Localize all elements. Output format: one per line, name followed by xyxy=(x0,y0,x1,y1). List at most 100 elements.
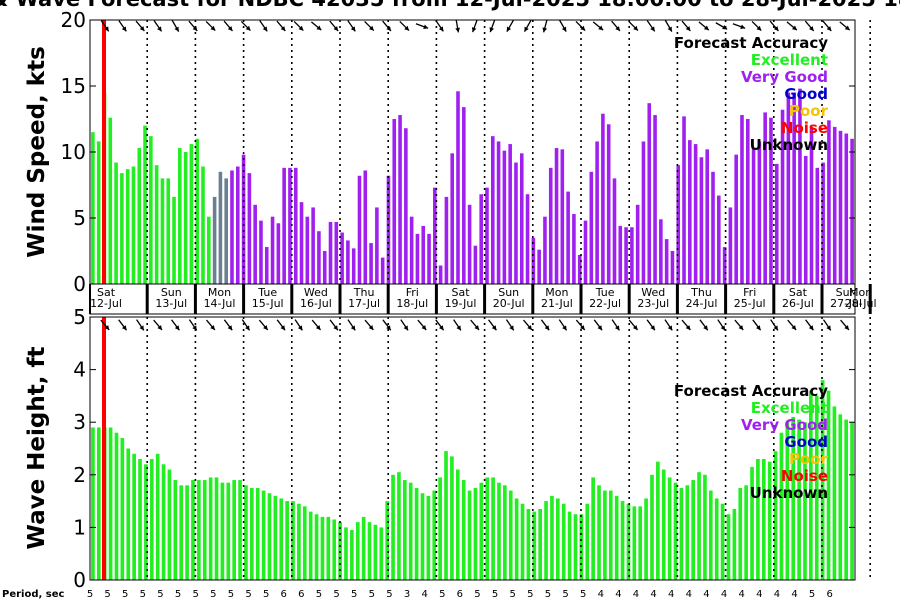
wave-height-panel: 0 1 2 3 4 5 Wave Height, ft xyxy=(24,305,872,592)
y-tick-label: 10 xyxy=(61,140,86,164)
wind-bar xyxy=(380,257,385,284)
wave-bar xyxy=(120,437,125,580)
wave-bar xyxy=(232,480,236,580)
wave-direction-arrow xyxy=(611,319,620,331)
wave-bar xyxy=(485,477,490,580)
day-strip-frame xyxy=(89,283,856,315)
wind-bar xyxy=(792,92,796,284)
wave-bar xyxy=(685,485,690,580)
wave-bar xyxy=(756,459,760,580)
wind-direction-arrow xyxy=(732,23,746,29)
wave-bar xyxy=(779,432,784,580)
wave-bar xyxy=(426,495,431,580)
wave-direction-arrow xyxy=(523,319,533,331)
wave-bar xyxy=(826,390,831,580)
wave-direction-arrow xyxy=(453,319,462,331)
wave-bar xyxy=(97,427,101,580)
wind-bar xyxy=(96,141,101,284)
wave-bar xyxy=(108,427,113,580)
wind-direction-arrow xyxy=(223,20,233,32)
wave-bar xyxy=(773,451,778,580)
wave-bar xyxy=(714,498,719,580)
wind-bar xyxy=(334,221,339,284)
wave-bar xyxy=(491,477,495,580)
wave-bar xyxy=(244,485,248,580)
wind-bar xyxy=(612,178,617,284)
wind-bar xyxy=(508,144,512,284)
wind-direction-arrow xyxy=(839,21,851,31)
wave-direction-arrow xyxy=(136,319,145,331)
wave-bar xyxy=(673,482,678,580)
wave-direction-arrow xyxy=(435,319,445,331)
wind-bar xyxy=(595,141,599,284)
wave-bar xyxy=(285,501,289,580)
wave-direction-arrow xyxy=(329,319,339,331)
wind-bar xyxy=(346,240,350,284)
period-value: 5 xyxy=(527,589,533,600)
wave-direction-arrow xyxy=(311,319,322,331)
wave-bar xyxy=(614,495,619,580)
wave-direction-arrow xyxy=(664,319,673,331)
period-value: 5 xyxy=(545,589,551,600)
wave-bar xyxy=(397,472,401,580)
wind-direction-arrow xyxy=(698,21,710,31)
wave-bar xyxy=(767,461,772,580)
wind-bar xyxy=(282,167,286,284)
wind-direction-arrow xyxy=(205,20,216,32)
wind-bar xyxy=(618,225,623,284)
wave-bar xyxy=(579,514,584,580)
date-label: 25-Jul xyxy=(734,297,766,310)
day-of-week-label: Tue xyxy=(257,286,277,299)
wave-bar xyxy=(508,490,513,580)
wind-bar xyxy=(502,150,507,284)
wind-direction-arrow xyxy=(592,21,604,31)
wind-bar xyxy=(548,167,553,284)
y-tick-label: 5 xyxy=(73,305,86,329)
wind-bar xyxy=(305,216,310,284)
wave-bar xyxy=(432,490,437,580)
wave-bar xyxy=(114,432,119,580)
wave-bar xyxy=(261,490,266,580)
wind-bar xyxy=(647,103,652,284)
wave-bar xyxy=(149,459,154,580)
wave-bar xyxy=(561,503,566,580)
wind-bar xyxy=(664,239,669,284)
wind-direction-arrow xyxy=(171,20,180,32)
period-value: 4 xyxy=(774,589,780,600)
wave-bar xyxy=(644,498,648,580)
day-of-week-label: Wed xyxy=(304,286,328,299)
wind-direction-arrow xyxy=(611,20,621,32)
wave-direction-arrow xyxy=(171,319,180,331)
period-value: 5 xyxy=(157,589,163,600)
wave-bar xyxy=(585,503,590,580)
wind-bar xyxy=(485,187,489,284)
wave-bar xyxy=(832,406,837,580)
wave-direction-arrow xyxy=(681,319,691,331)
wind-bar xyxy=(230,170,234,284)
period-value: 5 xyxy=(140,589,146,600)
wave-direction-arrow xyxy=(488,319,497,331)
day-of-week-label: Sat xyxy=(789,286,808,299)
wave-bar xyxy=(814,395,819,580)
wind-bar xyxy=(421,225,426,284)
wind-direction-arrow xyxy=(715,22,728,30)
wave-bar xyxy=(567,511,572,580)
wind-bar xyxy=(311,207,315,284)
wave-bar xyxy=(679,487,684,580)
wave-direction-arrow xyxy=(734,319,744,331)
wind-bar xyxy=(560,149,565,284)
wave-direction-arrow xyxy=(646,319,656,331)
wind-bar xyxy=(201,166,205,284)
wave-direction-arrow xyxy=(505,319,515,331)
wind-direction-arrow xyxy=(399,20,410,32)
wind-direction-arrow xyxy=(276,20,286,32)
period-value: 4 xyxy=(703,589,709,600)
day-of-week-label: Mon xyxy=(208,286,231,299)
wind-direction-arrow xyxy=(435,20,444,32)
legend-entry: Noise xyxy=(781,467,828,485)
wind-bar xyxy=(131,166,136,284)
wave-direction-arrow xyxy=(347,319,356,331)
wind-bar xyxy=(259,220,263,284)
wave-bar xyxy=(438,477,442,580)
